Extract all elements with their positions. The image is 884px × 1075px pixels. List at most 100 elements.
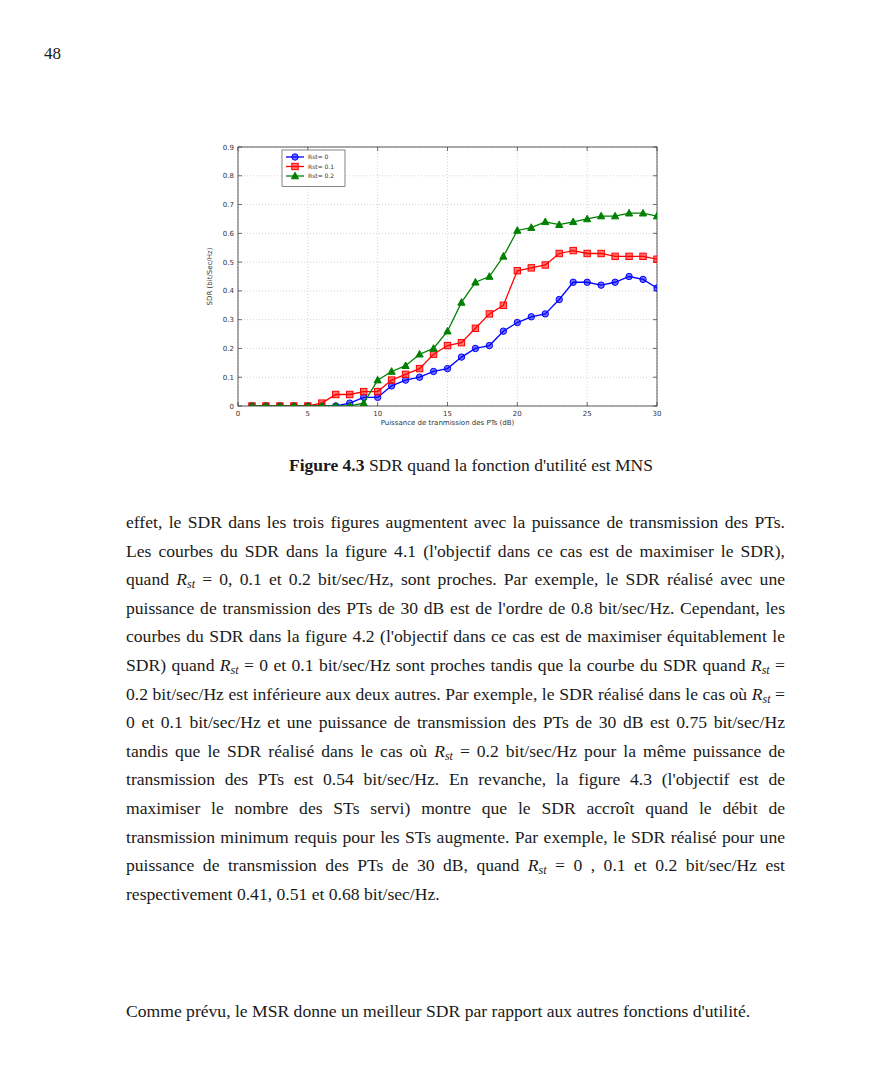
data-point <box>640 276 646 282</box>
math-symbol: Rst <box>220 655 239 675</box>
data-point <box>444 365 450 371</box>
data-point <box>542 218 549 225</box>
text-run: = 0 et 0.1 bit/sec/Hz sont proches tandi… <box>239 655 751 675</box>
grid-line <box>517 147 518 406</box>
data-point <box>444 342 450 348</box>
data-point <box>430 345 437 352</box>
data-point <box>416 350 423 357</box>
data-point <box>584 250 590 256</box>
data-point <box>653 212 657 219</box>
data-point <box>277 403 283 406</box>
data-point <box>277 403 283 406</box>
data-point <box>500 328 506 334</box>
data-point <box>430 351 436 357</box>
x-axis-label: Puissance de tranmission des PTs (dB) <box>381 419 515 427</box>
data-point <box>263 403 269 406</box>
data-point <box>346 402 353 406</box>
data-point <box>500 302 506 308</box>
data-point <box>262 402 269 406</box>
math-main: R <box>751 655 762 675</box>
data-point <box>556 296 562 302</box>
series-line <box>252 251 657 406</box>
data-point <box>305 403 311 406</box>
data-point <box>402 371 408 377</box>
grid-line <box>377 147 378 406</box>
data-point <box>276 402 283 406</box>
data-point <box>333 391 339 397</box>
data-point <box>514 319 520 325</box>
data-point <box>318 402 325 406</box>
text-run: = 0.2 bit/sec/Hz pour la même puissance … <box>126 741 785 875</box>
plot-frame <box>238 147 657 406</box>
math-subscript: st <box>231 663 239 677</box>
tick-mark <box>447 402 448 406</box>
data-point <box>290 402 297 406</box>
tick-label: 20 <box>513 410 522 418</box>
data-point <box>528 314 534 320</box>
legend-label: Rst= 0.2 <box>308 172 334 179</box>
tick-label: 25 <box>583 410 592 418</box>
data-point <box>570 218 577 225</box>
plot-area <box>238 147 657 406</box>
data-point <box>249 403 255 406</box>
tick-label: 30 <box>653 410 662 418</box>
data-point <box>556 250 562 256</box>
legend-marker <box>292 154 298 160</box>
caption-label: Figure 4.3 <box>289 455 365 475</box>
grid-line <box>238 377 657 378</box>
paragraph: Comme prévu, le MSR donne un meilleur SD… <box>126 997 785 1026</box>
tick-mark <box>587 147 588 151</box>
tick-label: 0.3 <box>223 316 234 324</box>
data-point <box>291 403 297 406</box>
text-run: Comme prévu, le MSR donne un meilleur SD… <box>126 1001 750 1021</box>
legend-marker <box>291 172 298 179</box>
y-axis-label: SDR (bit/Sec/Hz) <box>206 247 214 305</box>
data-point <box>472 325 478 331</box>
data-point <box>347 391 353 397</box>
tick-label: 0.4 <box>223 287 235 295</box>
tick-mark <box>238 175 242 176</box>
series-line <box>252 277 657 407</box>
math-subscript: st <box>762 692 770 706</box>
tick-label: 0.8 <box>223 172 234 180</box>
data-point <box>304 402 311 406</box>
math-main: R <box>176 569 187 589</box>
data-point <box>472 278 479 285</box>
data-point <box>430 368 436 374</box>
math-subscript: st <box>762 663 770 677</box>
tick-label: 0.6 <box>223 230 235 238</box>
legend-box <box>282 150 345 187</box>
tick-label: 15 <box>443 410 452 418</box>
tick-label: 5 <box>306 410 310 418</box>
tick-mark <box>653 377 657 378</box>
data-point <box>263 403 269 406</box>
math-main: R <box>434 741 445 761</box>
data-point <box>332 402 339 406</box>
math-symbol: Rst <box>528 855 547 875</box>
data-point <box>584 279 590 285</box>
data-point <box>472 345 478 351</box>
data-point <box>542 311 548 317</box>
data-point <box>542 262 548 268</box>
data-point <box>626 273 632 279</box>
series-group <box>248 209 657 406</box>
tick-mark <box>238 204 242 205</box>
tick-label: 0.2 <box>223 345 234 353</box>
data-point <box>556 221 563 228</box>
data-point <box>639 209 646 216</box>
grid-line <box>587 147 588 406</box>
data-point <box>514 227 521 234</box>
data-point <box>458 299 465 306</box>
math-main: R <box>752 684 763 704</box>
data-point <box>361 388 367 394</box>
legend-label: Rst= 0 <box>308 153 329 160</box>
tick-label: 0.5 <box>223 259 234 267</box>
data-point <box>612 279 618 285</box>
data-point <box>514 268 520 274</box>
legend-label: Rst= 0.1 <box>308 163 334 170</box>
grid-line <box>238 175 657 176</box>
tick-label: 0.9 <box>223 144 234 152</box>
chart: 00.10.20.30.40.50.60.70.80.9051015202530… <box>0 0 884 450</box>
math-subscript: st <box>445 749 453 763</box>
math-symbol: Rst <box>176 569 195 589</box>
